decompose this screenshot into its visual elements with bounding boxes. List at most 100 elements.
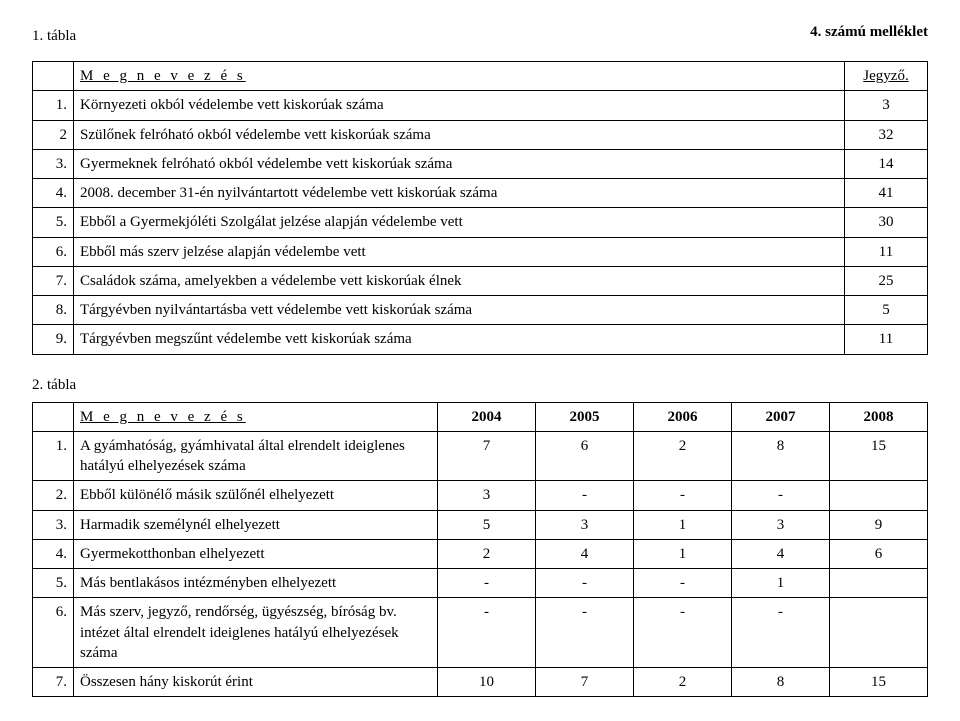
row-value: 2 (634, 431, 732, 481)
row-value: 1 (732, 569, 830, 598)
row-value: - (438, 598, 536, 668)
table1-header-right: Jegyző. (845, 62, 928, 91)
row-value: 10 (438, 668, 536, 697)
table2-header-num (33, 402, 74, 431)
row-value: 30 (845, 208, 928, 237)
table-row: 8.Tárgyévben nyilvántartásba vett védele… (33, 296, 928, 325)
row-value: 3 (845, 91, 928, 120)
row-number: 7. (33, 668, 74, 697)
row-number: 5. (33, 208, 74, 237)
table2-year-4: 2008 (830, 402, 928, 431)
row-number: 4. (33, 179, 74, 208)
row-number: 4. (33, 539, 74, 568)
row-text: Harmadik személynél elhelyezett (74, 510, 438, 539)
row-text: Ebből a Gyermekjóléti Szolgálat jelzése … (74, 208, 845, 237)
row-number: 3. (33, 149, 74, 178)
row-number: 1. (33, 431, 74, 481)
row-value: - (634, 569, 732, 598)
row-value: 3 (536, 510, 634, 539)
table-row: 6.Más szerv, jegyző, rendőrség, ügyészsé… (33, 598, 928, 668)
table-row: 6.Ebből más szerv jelzése alapján védele… (33, 237, 928, 266)
table-row: 4.2008. december 31-én nyilvántartott vé… (33, 179, 928, 208)
row-text: Más bentlakásos intézményben elhelyezett (74, 569, 438, 598)
table-row: 1.A gyámhatóság, gyámhivatal által elren… (33, 431, 928, 481)
row-number: 2. (33, 481, 74, 510)
table1-header-num (33, 62, 74, 91)
table2-header-label: M e g n e v e z é s (74, 402, 438, 431)
table-row: 3.Harmadik személynél elhelyezett53139 (33, 510, 928, 539)
row-value: 9 (830, 510, 928, 539)
row-value: - (732, 598, 830, 668)
row-value: 32 (845, 120, 928, 149)
row-number: 9. (33, 325, 74, 354)
row-value: 1 (634, 539, 732, 568)
table2-year-3: 2007 (732, 402, 830, 431)
row-text: Gyermekotthonban elhelyezett (74, 539, 438, 568)
table-2: M e g n e v e z é s 2004 2005 2006 2007 … (32, 402, 928, 698)
row-text: Összesen hány kiskorút érint (74, 668, 438, 697)
row-value: 8 (732, 431, 830, 481)
row-value: - (536, 598, 634, 668)
row-value: 41 (845, 179, 928, 208)
row-value: 15 (830, 668, 928, 697)
row-text: Gyermeknek felróható okból védelembe vet… (74, 149, 845, 178)
row-value: 4 (536, 539, 634, 568)
table-row: 3.Gyermeknek felróható okból védelembe v… (33, 149, 928, 178)
row-value: 8 (732, 668, 830, 697)
table-row: 5.Más bentlakásos intézményben elhelyeze… (33, 569, 928, 598)
row-number: 3. (33, 510, 74, 539)
table1-caption: 1. tábla (32, 28, 76, 45)
table-row: 7.Összesen hány kiskorút érint1072815 (33, 668, 928, 697)
attachment-label: 4. számú melléklet (810, 24, 928, 41)
row-text: Tárgyévben nyilvántartásba vett védelemb… (74, 296, 845, 325)
row-number: 7. (33, 266, 74, 295)
row-value: 2 (438, 539, 536, 568)
row-number: 2 (33, 120, 74, 149)
table2-caption: 2. tábla (32, 377, 928, 394)
row-value: - (634, 598, 732, 668)
table-row: 5.Ebből a Gyermekjóléti Szolgálat jelzés… (33, 208, 928, 237)
row-value: 2 (634, 668, 732, 697)
row-number: 5. (33, 569, 74, 598)
row-value: 5 (845, 296, 928, 325)
table2-header-label-text: M e g n e v e z é s (80, 409, 246, 425)
table-1: M e g n e v e z é s Jegyző. 1.Környezeti… (32, 61, 928, 355)
row-value (830, 569, 928, 598)
row-text: Környezeti okból védelembe vett kiskorúa… (74, 91, 845, 120)
row-value: 4 (732, 539, 830, 568)
row-value: 11 (845, 237, 928, 266)
table-row: 2.Ebből különélő másik szülőnél elhelyez… (33, 481, 928, 510)
row-value: - (732, 481, 830, 510)
row-text: Ebből különélő másik szülőnél elhelyezet… (74, 481, 438, 510)
row-value: 7 (536, 668, 634, 697)
row-text: A gyámhatóság, gyámhivatal által elrende… (74, 431, 438, 481)
row-text: Más szerv, jegyző, rendőrség, ügyészség,… (74, 598, 438, 668)
row-value (830, 481, 928, 510)
row-value: 7 (438, 431, 536, 481)
row-value: - (438, 569, 536, 598)
table-row: 4.Gyermekotthonban elhelyezett24146 (33, 539, 928, 568)
row-number: 6. (33, 237, 74, 266)
row-value: 6 (536, 431, 634, 481)
row-value: 11 (845, 325, 928, 354)
table1-header-label: M e g n e v e z é s (74, 62, 845, 91)
row-value: 6 (830, 539, 928, 568)
table2-year-2: 2006 (634, 402, 732, 431)
row-value: 3 (732, 510, 830, 539)
row-text: Ebből más szerv jelzése alapján védelemb… (74, 237, 845, 266)
row-value: - (536, 481, 634, 510)
table1-header-label-text: M e g n e v e z é s (80, 68, 246, 84)
row-value: - (536, 569, 634, 598)
row-value: 5 (438, 510, 536, 539)
table-row: 1.Környezeti okból védelembe vett kiskor… (33, 91, 928, 120)
table-row: 2Szülőnek felróható okból védelembe vett… (33, 120, 928, 149)
row-value: 3 (438, 481, 536, 510)
row-number: 1. (33, 91, 74, 120)
row-value: 1 (634, 510, 732, 539)
table-row: 7.Családok száma, amelyekben a védelembe… (33, 266, 928, 295)
row-text: Családok száma, amelyekben a védelembe v… (74, 266, 845, 295)
row-text: Tárgyévben megszűnt védelembe vett kisko… (74, 325, 845, 354)
row-value: 14 (845, 149, 928, 178)
row-value: 25 (845, 266, 928, 295)
row-text: Szülőnek felróható okból védelembe vett … (74, 120, 845, 149)
